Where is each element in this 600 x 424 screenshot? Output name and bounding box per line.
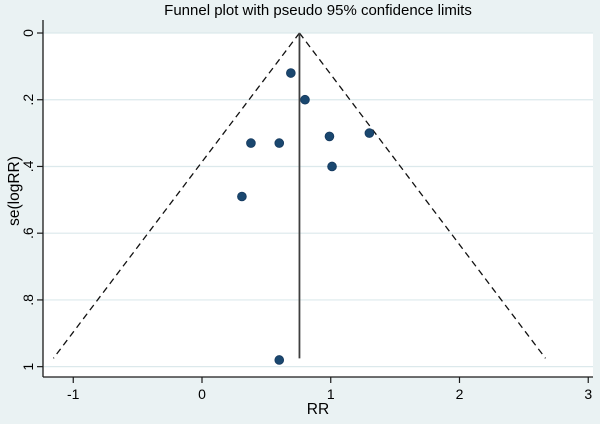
x-tick-label: -1 [67,386,80,402]
y-tick-label: .2 [20,94,36,106]
study-data-point [324,131,335,142]
y-tick-label: 1 [20,363,36,371]
funnel-right-ci-line [298,32,547,359]
x-tick-label: 2 [456,386,464,402]
x-tick-label: 3 [584,386,592,402]
study-data-point [327,161,337,172]
y-tick-label: .6 [20,227,36,239]
study-data-point [364,128,375,138]
y-tick-label: 0 [20,29,36,37]
study-data-point [274,138,285,148]
y-tick-label: .4 [20,160,36,172]
chart-title: Funnel plot with pseudo 95% confidence l… [164,2,472,19]
y-tick-label: .8 [20,294,36,306]
y-axis-title: se(logRR) [6,156,23,226]
x-tick-label: 0 [198,386,206,402]
x-tick-label: 1 [327,386,335,402]
study-data-point [286,68,296,78]
study-data-point [300,94,310,105]
x-axis-title: RR [307,401,329,418]
plot-area [43,33,593,377]
funnel-left-ci-line [52,32,300,359]
study-data-point [246,138,256,148]
study-data-point [237,191,247,202]
study-data-point [274,355,285,365]
